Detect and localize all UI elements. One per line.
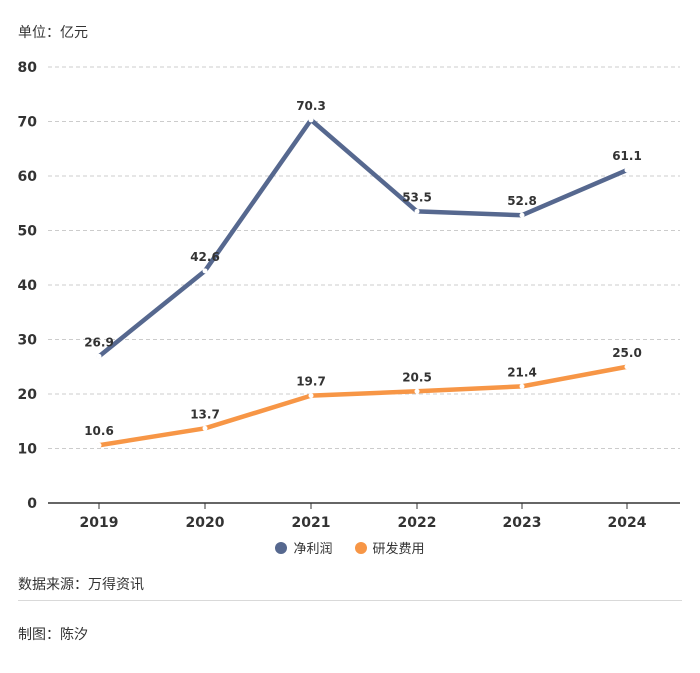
x-tick-label: 2022 xyxy=(398,515,437,531)
data-label: 21.4 xyxy=(507,365,537,379)
legend-label: 研发费用 xyxy=(372,542,425,557)
data-label: 25.0 xyxy=(612,346,642,360)
data-label: 53.5 xyxy=(402,190,432,204)
data-point xyxy=(519,383,525,389)
legend-item: 研发费用 xyxy=(354,538,425,557)
data-point xyxy=(624,364,630,370)
data-label: 61.1 xyxy=(612,149,642,163)
x-tick-label: 2020 xyxy=(186,515,225,531)
y-tick-label: 70 xyxy=(18,115,38,131)
x-tick-label: 2024 xyxy=(608,515,647,531)
y-tick-label: 30 xyxy=(18,333,38,349)
data-point xyxy=(414,208,420,214)
data-point xyxy=(414,388,420,394)
legend-marker xyxy=(275,541,288,554)
data-label: 26.9 xyxy=(84,335,114,349)
legend: 净利润 研发费用 xyxy=(0,538,700,557)
y-axis-ticks: 0 10 20 30 40 50 60 70 80 xyxy=(18,60,38,512)
legend-marker xyxy=(354,541,367,554)
legend-label: 净利润 xyxy=(293,542,333,557)
divider xyxy=(18,600,682,601)
y-tick-label: 20 xyxy=(18,387,38,403)
y-tick-label: 60 xyxy=(18,169,38,185)
data-label: 20.5 xyxy=(402,370,432,384)
series-lines xyxy=(96,117,630,448)
x-tick-label: 2023 xyxy=(503,515,542,531)
series-line xyxy=(96,117,630,359)
x-tick-label: 2019 xyxy=(80,515,119,531)
data-label: 52.8 xyxy=(507,194,537,208)
x-tick-label: 2021 xyxy=(292,515,331,531)
source-note: 数据来源：万得资讯 xyxy=(18,577,144,593)
data-label: 19.7 xyxy=(296,375,326,389)
y-tick-label: 10 xyxy=(18,442,38,458)
data-point xyxy=(308,117,314,123)
y-tick-label: 0 xyxy=(27,496,37,512)
data-point xyxy=(202,268,208,274)
y-tick-label: 50 xyxy=(18,224,38,240)
y-tick-label: 40 xyxy=(18,278,38,294)
data-label: 13.7 xyxy=(190,407,220,421)
unit-label: 单位：亿元 xyxy=(18,25,88,41)
y-tick-label: 80 xyxy=(18,60,38,76)
data-labels: 26.9 42.6 70.3 53.5 52.8 61.1 10.6 13.7 19.7 20.5… xyxy=(84,99,642,438)
legend-item: 净利润 xyxy=(275,538,333,557)
data-point xyxy=(519,212,525,218)
data-point xyxy=(96,442,102,448)
x-axis: 2019 2020 2021 2022 2023 2024 xyxy=(48,502,680,531)
data-point xyxy=(624,167,630,173)
data-point xyxy=(202,425,208,431)
data-label: 10.6 xyxy=(84,424,114,438)
data-label: 70.3 xyxy=(296,99,326,113)
data-point xyxy=(308,393,314,399)
data-point xyxy=(96,353,102,359)
author-note: 制图：陈汐 xyxy=(18,627,88,643)
series-line xyxy=(96,364,630,448)
data-label: 42.6 xyxy=(190,250,220,264)
